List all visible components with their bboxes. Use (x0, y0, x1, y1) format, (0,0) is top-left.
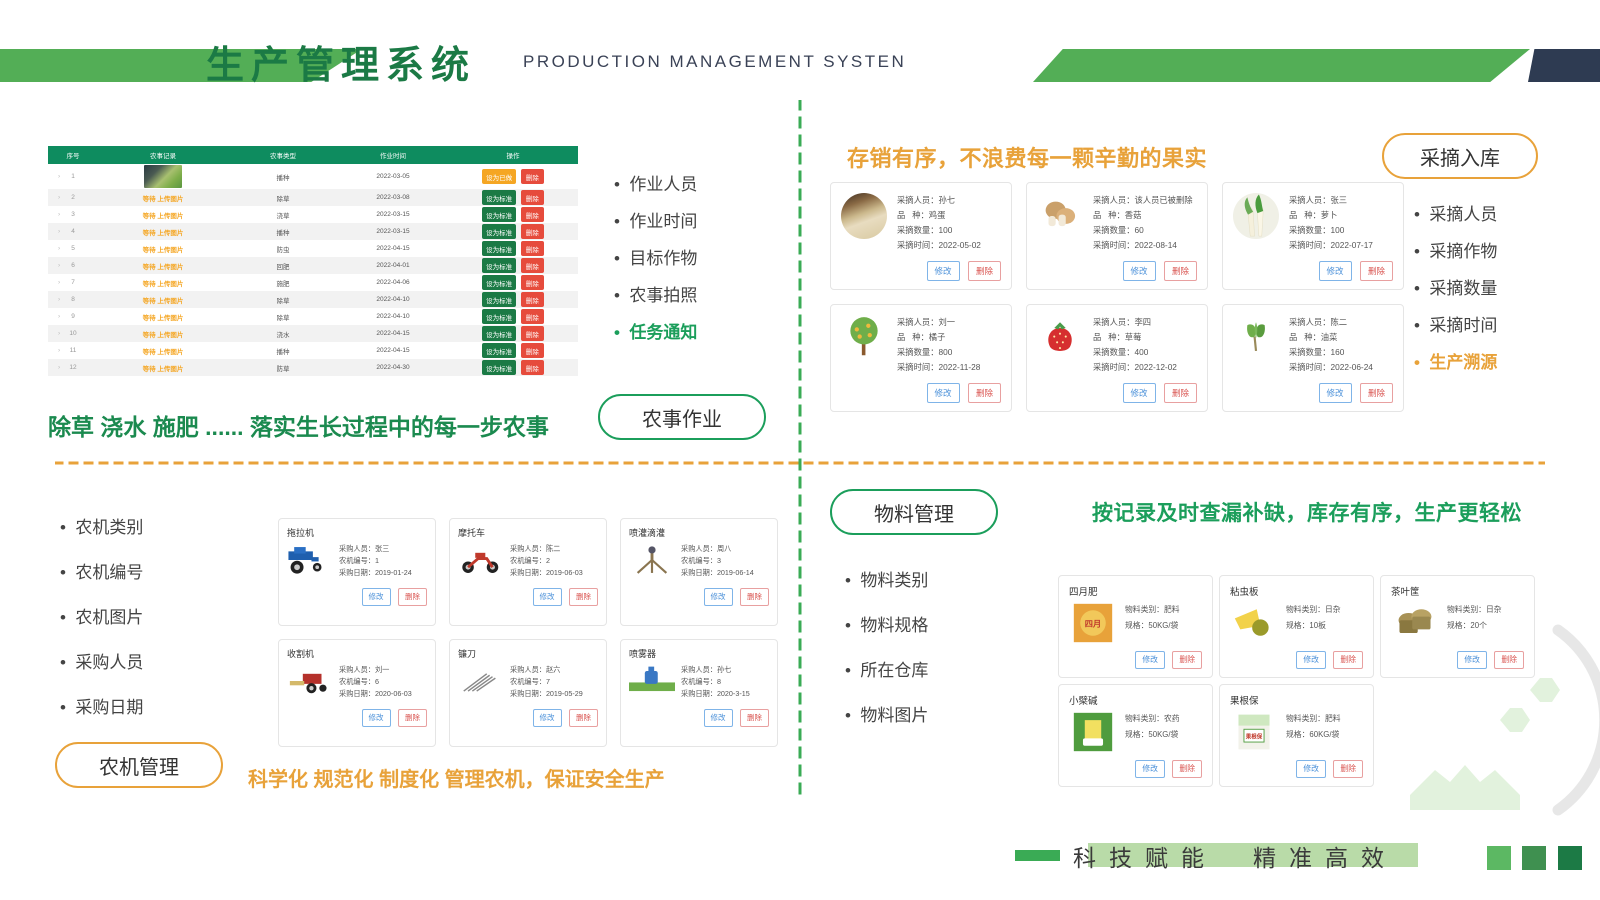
svg-text:四月: 四月 (1085, 620, 1101, 629)
svg-text:果根保: 果根保 (1246, 732, 1263, 740)
